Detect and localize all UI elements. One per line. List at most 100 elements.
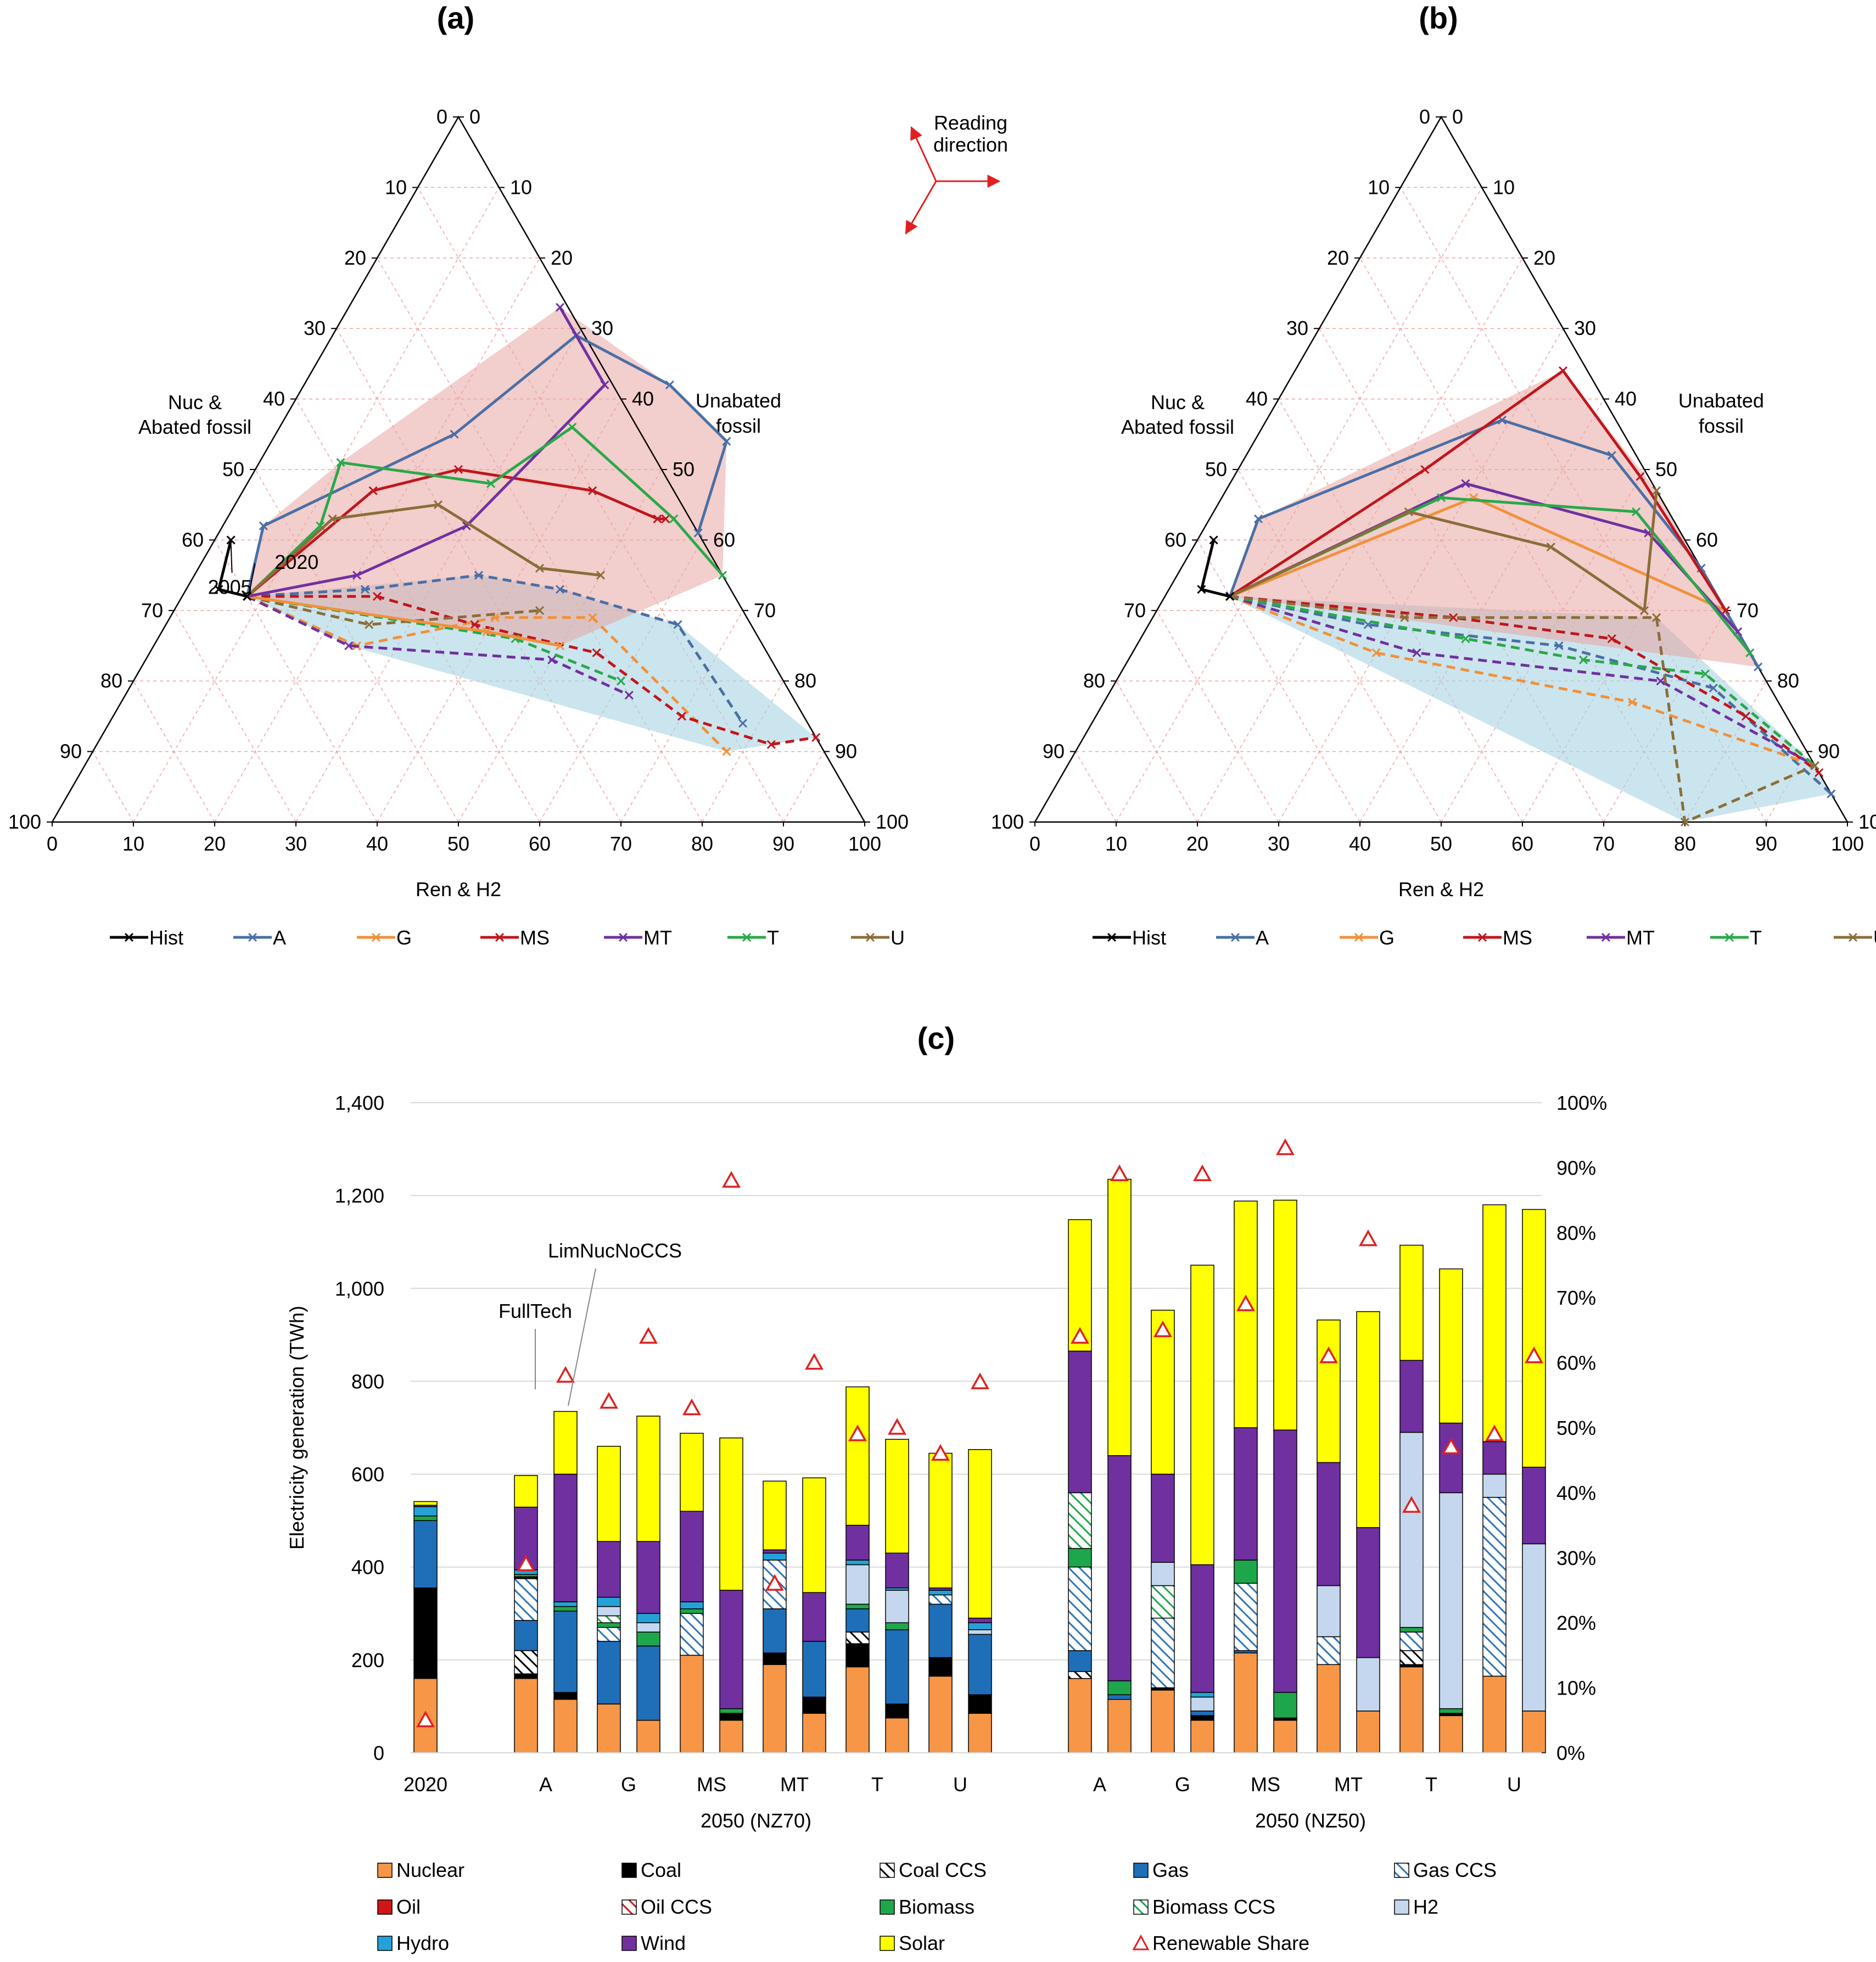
bottom-tick-label: 20 xyxy=(1186,832,1208,855)
bottom-axis-title: Ren & H2 xyxy=(416,878,501,901)
bar-segment-biomass xyxy=(413,1515,438,1521)
renewable-share-marker xyxy=(1193,1164,1212,1181)
bar-segment-wind xyxy=(763,1549,787,1554)
bar-segment-wind xyxy=(1190,1564,1214,1693)
hist-2005-leader xyxy=(230,543,233,573)
bar-segment-gas xyxy=(885,1629,909,1704)
legend-label-biomass: Biomass xyxy=(899,1896,975,1918)
series-point-A xyxy=(1554,641,1564,651)
series-point-MT xyxy=(1656,677,1665,686)
legend-label-oil-ccs: Oil CCS xyxy=(641,1896,712,1918)
series-point-A xyxy=(1253,514,1263,523)
renewable-share-marker xyxy=(639,1327,658,1344)
bar-segment-gas xyxy=(1107,1694,1132,1700)
bar-segment-gas-ccs xyxy=(1068,1566,1092,1651)
bar-segment-coal xyxy=(719,1713,743,1721)
renewable-share-marker xyxy=(1153,1320,1172,1338)
series-point-G xyxy=(482,627,491,636)
y-tick-label: 400 xyxy=(351,1556,384,1579)
category-label: A xyxy=(539,1773,552,1796)
series-point-MS xyxy=(1815,768,1824,778)
series-point-T xyxy=(336,458,345,467)
series-point-A xyxy=(1754,662,1763,672)
category-label: G xyxy=(621,1773,636,1796)
right-tick-label: 40 xyxy=(1615,388,1637,410)
bar-segment-gas xyxy=(845,1608,870,1633)
grid-line xyxy=(620,610,743,823)
series-line-Hist-fulltech xyxy=(1200,539,1230,598)
fulltech-area xyxy=(1230,371,1759,667)
series-point-MT xyxy=(1461,479,1470,488)
y-tick-label: 200 xyxy=(351,1649,384,1672)
bar-segment-solar xyxy=(1356,1311,1380,1528)
legend-label-U: U xyxy=(1873,926,1876,949)
series-point-T xyxy=(616,677,626,686)
legend-marker-T xyxy=(1724,932,1734,942)
bar-segment-hydro xyxy=(968,1622,992,1630)
bar-segment-wind xyxy=(1399,1360,1424,1433)
series-point-T xyxy=(1461,634,1470,644)
y-axis-title: Electricity generation (TWh) xyxy=(285,1306,308,1550)
bar-segment-hydro xyxy=(413,1506,438,1517)
bar-segment-solar xyxy=(845,1386,870,1526)
bottom-tick-label: 0 xyxy=(1029,832,1040,855)
series-point-T xyxy=(1700,669,1710,679)
bottom-tick-label: 60 xyxy=(529,832,551,855)
legend-label-solar: Solar xyxy=(899,1932,945,1954)
bottom-tick-label: 80 xyxy=(691,832,713,855)
bar-segment-nuclear xyxy=(1439,1715,1463,1753)
bar-segment-h2 xyxy=(1190,1696,1214,1712)
annotation-fulltech: FullTech xyxy=(499,1300,572,1322)
series-line-MS-fulltech xyxy=(246,468,666,598)
series-point-U xyxy=(1652,613,1661,622)
series-point-Hist xyxy=(1209,535,1218,545)
grid-line xyxy=(1156,610,1279,823)
bar-segment-solar xyxy=(413,1501,438,1506)
bar-segment-gas-ccs xyxy=(1151,1617,1175,1689)
left-axis-title-line1: Nuc & xyxy=(168,391,222,413)
bar-segment-solar xyxy=(928,1452,953,1589)
category-label: 2020 xyxy=(404,1773,447,1796)
bar-segment-h2 xyxy=(885,1590,909,1623)
series-point-U xyxy=(535,606,545,615)
bar-segment-biomass xyxy=(1273,1692,1297,1719)
legend-swatch-coal-ccs xyxy=(880,1863,895,1878)
y2-tick-label: 40% xyxy=(1556,1482,1596,1504)
series-point-U xyxy=(1546,543,1555,552)
legend-label-G: G xyxy=(396,926,412,949)
bar-segment-nuclear xyxy=(763,1664,787,1753)
bottom-tick-label: 70 xyxy=(1593,832,1615,855)
bar-segment-nuclear xyxy=(928,1675,953,1753)
series-point-MS xyxy=(661,514,670,523)
series-point-MT xyxy=(344,641,354,651)
legend-marker-MT xyxy=(1601,932,1611,942)
renewable-share-marker xyxy=(848,1424,867,1441)
series-point-A xyxy=(738,719,748,728)
category-label: MS xyxy=(697,1773,726,1796)
left-tick-label: 40 xyxy=(1246,388,1268,410)
series-point-U xyxy=(1652,486,1661,495)
series-point-MS xyxy=(592,648,601,657)
bar-segment-biomass xyxy=(553,1606,578,1612)
left-tick-label: 0 xyxy=(436,105,447,128)
right-tick-label: 60 xyxy=(1696,528,1718,551)
series-point-U xyxy=(1639,606,1649,615)
right-tick-label: 60 xyxy=(713,528,735,551)
left-axis-title-line2: Abated fossil xyxy=(138,416,251,438)
bar-segment-biomass xyxy=(680,1608,704,1614)
bottom-axis-title: Ren & H2 xyxy=(1398,878,1484,901)
bar-segment-nuclear xyxy=(514,1678,538,1753)
bar-segment-solar xyxy=(553,1411,578,1475)
ternary-plot-a: 0 10 20 30 40 50 60 70 80 90 100010203040506070809… xyxy=(8,105,909,949)
y2-tick-label: 90% xyxy=(1556,1156,1596,1179)
bar-segment-nuclear xyxy=(1273,1720,1297,1753)
series-point-A xyxy=(722,437,731,446)
bar-segment-gas xyxy=(802,1641,826,1698)
renewable-share-marker xyxy=(805,1353,824,1370)
y2-tick-label: 50% xyxy=(1556,1417,1596,1439)
bar-segment-gas xyxy=(1190,1711,1214,1717)
bar-segment-nuclear xyxy=(1151,1690,1175,1753)
series-point-MS xyxy=(1420,465,1430,474)
y2-tick-label: 70% xyxy=(1556,1287,1596,1309)
right-tick-label: 100 xyxy=(876,810,909,833)
